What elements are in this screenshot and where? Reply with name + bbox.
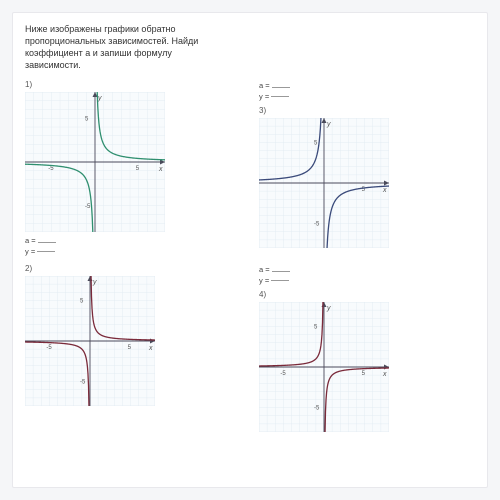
svg-text:x: x xyxy=(382,187,387,194)
chart-4: xy-55-55 xyxy=(259,302,389,432)
blank-y[interactable] xyxy=(271,91,289,103)
answer-fields-1: a = y = xyxy=(25,235,241,258)
svg-text:y: y xyxy=(326,121,331,128)
chart-3: xy5-55 xyxy=(259,118,389,248)
answer-a-label: a = xyxy=(25,236,36,245)
svg-text:y: y xyxy=(92,279,97,286)
answer-y-label: y = xyxy=(25,247,35,256)
blank-a[interactable] xyxy=(272,265,290,272)
question-number: 3) xyxy=(259,106,475,115)
question-number: 2) xyxy=(25,264,241,273)
answer-fields-mid: a = y = xyxy=(259,264,475,287)
question-4: a = y = 4) xy-55-55 xyxy=(259,264,475,432)
blank-a[interactable] xyxy=(38,236,56,243)
blank-y[interactable] xyxy=(271,275,289,287)
svg-text:-5: -5 xyxy=(48,166,54,172)
answer-y-label: y = xyxy=(259,276,269,285)
svg-text:x: x xyxy=(148,345,153,352)
svg-text:-5: -5 xyxy=(280,371,286,377)
question-number: 1) xyxy=(25,80,241,89)
svg-text:x: x xyxy=(158,166,163,173)
svg-text:-5: -5 xyxy=(314,221,320,227)
charts-layout: 1) xy-55-55 a = y = a = y = 3) xy5-55 2)… xyxy=(25,80,475,433)
answer-y-label: y = xyxy=(259,92,269,101)
question-number: 4) xyxy=(259,290,475,299)
svg-text:-5: -5 xyxy=(80,379,86,385)
answer-a-label: a = xyxy=(259,81,270,90)
question-3: a = y = 3) xy5-55 xyxy=(259,80,475,258)
svg-text:-5: -5 xyxy=(85,203,91,209)
svg-text:x: x xyxy=(382,371,387,378)
chart-1: xy-55-55 xyxy=(25,92,165,232)
problem-text: Ниже изображены графики обратно пропорци… xyxy=(25,23,225,72)
answer-a-label: a = xyxy=(259,265,270,274)
svg-text:-5: -5 xyxy=(314,406,320,412)
svg-text:-5: -5 xyxy=(46,345,52,351)
question-2: 2) xy-55-55 xyxy=(25,264,241,432)
answer-fields-top: a = y = xyxy=(259,80,475,103)
question-1: 1) xy-55-55 a = y = xyxy=(25,80,241,258)
blank-y[interactable] xyxy=(37,246,55,258)
blank-a[interactable] xyxy=(272,81,290,88)
svg-text:y: y xyxy=(326,305,331,312)
worksheet-card: Ниже изображены графики обратно пропорци… xyxy=(12,12,488,488)
chart-2: xy-55-55 xyxy=(25,276,155,406)
